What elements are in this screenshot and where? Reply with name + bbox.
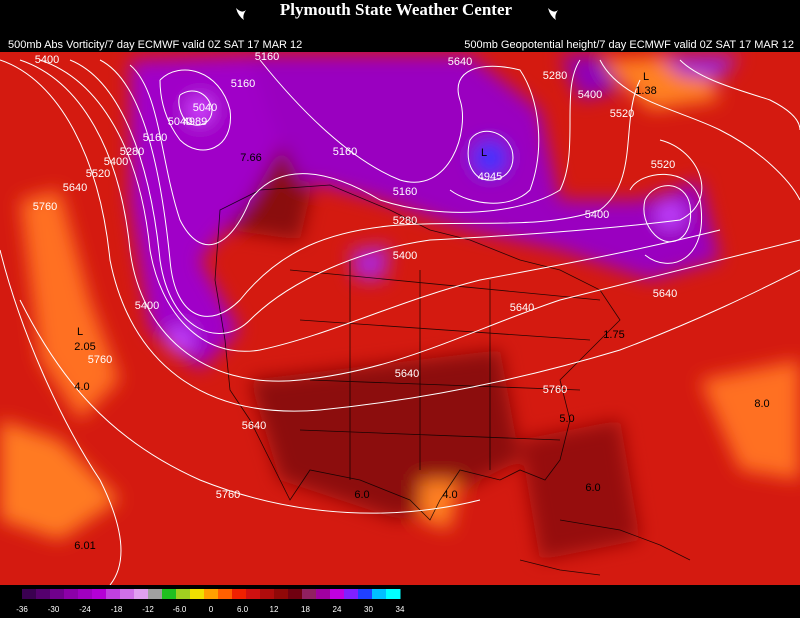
colorbar-swatch	[134, 589, 149, 599]
colorbar-swatch	[78, 589, 93, 599]
colorbar-label: -30	[48, 605, 60, 614]
colorbar-label: 18	[301, 605, 310, 614]
colorbar-label: -12	[142, 605, 154, 614]
colorbar-swatch	[36, 589, 51, 599]
colorbar-swatch	[330, 589, 345, 599]
vorticity-label: L	[643, 71, 649, 83]
height-label: 4989	[183, 116, 207, 128]
vorticity-label: 5.0	[559, 413, 574, 425]
height-contours	[0, 59, 800, 585]
height-label: 5400	[104, 156, 128, 168]
caption-left: 500mb Abs Vorticity/7 day ECMWF valid 0Z…	[8, 39, 302, 51]
height-label: 5520	[86, 168, 110, 180]
height-label: 5160	[393, 186, 417, 198]
caption-right: 500mb Geopotential height/7 day ECMWF va…	[464, 39, 794, 51]
colorbar-swatch	[260, 589, 275, 599]
height-label: 5760	[88, 354, 112, 366]
colorbar-label: -6.0	[173, 605, 187, 614]
height-label: 5280	[543, 70, 567, 82]
height-label: 5400	[578, 89, 602, 101]
height-label: 5400	[585, 209, 609, 221]
colorbar-swatch	[232, 589, 247, 599]
colorbar-swatch	[316, 589, 331, 599]
colorbar-swatch	[302, 589, 317, 599]
height-label: 5520	[651, 159, 675, 171]
height-label: 5640	[653, 288, 677, 300]
height-label: 5400	[35, 54, 59, 66]
colorbar-swatch	[106, 589, 121, 599]
height-label: 5280	[120, 146, 144, 158]
height-label: 5640	[448, 56, 472, 68]
vorticity-label: 6.01	[74, 540, 95, 552]
colorbar-swatch	[274, 589, 289, 599]
colorbar-swatch	[176, 589, 191, 599]
vorticity-label: 1.75	[603, 329, 624, 341]
height-label: 5640	[63, 182, 87, 194]
colorbar-label: 6.0	[237, 605, 249, 614]
colorbar-label: -36	[16, 605, 28, 614]
height-label: 5760	[33, 201, 57, 213]
height-label: 5040	[193, 102, 217, 114]
colorbar-swatch	[218, 589, 233, 599]
map-field: 5400 516050405040498951605160528054005520…	[0, 51, 800, 585]
height-label: 5640	[242, 420, 266, 432]
colorbar-swatch	[358, 589, 373, 599]
colorbar-swatch	[148, 589, 163, 599]
colorbar-swatch	[22, 589, 37, 599]
colorbar-label: -24	[79, 605, 91, 614]
colorbar-label: 34	[396, 605, 405, 614]
height-label: 5520	[610, 108, 634, 120]
height-label: 4945	[478, 171, 502, 183]
height-label: 5640	[510, 302, 534, 314]
header-title: Plymouth State Weather Center	[280, 0, 513, 19]
colorbar-label: 12	[270, 605, 279, 614]
colorbar-swatch	[50, 589, 65, 599]
colorbar-swatch	[204, 589, 219, 599]
vorticity-label: 4.0	[442, 489, 457, 501]
colorbar-swatch	[372, 589, 387, 599]
height-label: 5760	[543, 384, 567, 396]
height-label: 5400	[393, 250, 417, 262]
height-label: 5160	[143, 132, 167, 144]
height-label: 5160	[231, 78, 255, 90]
colorbar-label: 30	[364, 605, 373, 614]
height-label: 5160	[255, 51, 279, 63]
colorbar-swatch	[288, 589, 303, 599]
colorbar-swatch	[120, 589, 135, 599]
vorticity-label: 6.0	[585, 482, 600, 494]
colorbar-swatch	[64, 589, 79, 599]
colorbar-swatch	[344, 589, 359, 599]
colorbar: -36 -30 -24 -18 -12 -6.0 0 6.0 12 18 24 30 34	[16, 589, 405, 614]
vorticity-label: 2.05	[74, 341, 95, 353]
colorbar-label: -18	[111, 605, 123, 614]
colorbar-swatch	[162, 589, 177, 599]
height-label: 5040	[168, 116, 192, 128]
colorbar-swatch	[92, 589, 107, 599]
vorticity-label: 7.66	[240, 152, 261, 164]
height-label: 5640	[395, 368, 419, 380]
colorbar-swatch	[190, 589, 205, 599]
map-labels: 5400 516050405040498951605160528054005520…	[33, 51, 770, 552]
vorticity-label: 1.38	[635, 85, 656, 97]
colorbar-label: 0	[209, 605, 214, 614]
vorticity-label: 6.0	[354, 489, 369, 501]
vorticity-label: 4.0	[74, 381, 89, 393]
height-label: 5760	[216, 489, 240, 501]
vorticity-label: 8.0	[754, 398, 769, 410]
colorbar-label: 24	[333, 605, 342, 614]
colorbar-swatch	[246, 589, 261, 599]
vorticity-label: L	[77, 326, 83, 338]
height-label: 5400	[135, 300, 159, 312]
coastlines	[214, 184, 691, 576]
height-label: 5280	[393, 215, 417, 227]
field-shading	[0, 55, 800, 560]
height-label: 5160	[333, 146, 357, 158]
colorbar-swatch	[386, 589, 401, 599]
vorticity-label: L	[481, 147, 487, 159]
